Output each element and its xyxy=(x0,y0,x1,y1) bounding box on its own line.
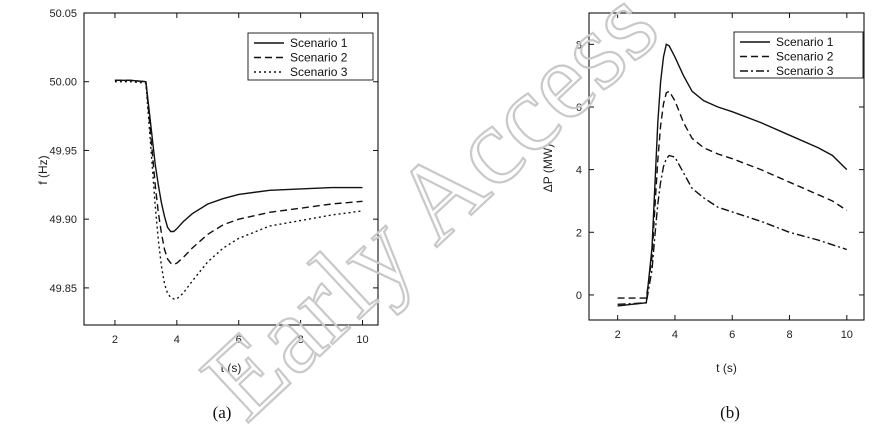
series-line-3 xyxy=(114,81,363,300)
y-tick-label: 50.00 xyxy=(49,77,77,89)
x-tick-label: 4 xyxy=(672,329,678,341)
legend-label-1: Scenario 1 xyxy=(290,36,348,50)
y-tick-label: 0 xyxy=(576,290,582,302)
legend-label-3: Scenario 3 xyxy=(776,64,834,78)
series-line-1 xyxy=(617,43,848,307)
x-tick-label: 4 xyxy=(174,334,180,346)
y-tick-label: 2 xyxy=(576,227,582,239)
y-tick-label: 49.85 xyxy=(49,283,77,295)
legend-label-2: Scenario 2 xyxy=(290,51,348,65)
y-tick-label: 49.95 xyxy=(49,145,77,157)
x-tick-label: 2 xyxy=(112,334,118,346)
plot-frame xyxy=(83,12,379,326)
series-line-1 xyxy=(114,79,363,233)
legend-box xyxy=(733,31,864,79)
x-tick-label: 6 xyxy=(236,334,242,346)
y-tick-label: 49.90 xyxy=(49,214,77,226)
x-axis-label: t (s) xyxy=(221,361,242,375)
x-tick-label: 8 xyxy=(298,334,304,346)
y-tick-label: 6 xyxy=(576,102,582,114)
y-axis-label: f (Hz) xyxy=(36,155,50,184)
x-tick-label: 10 xyxy=(841,329,853,341)
x-tick-label: 10 xyxy=(356,334,368,346)
y-tick-label: 50.05 xyxy=(49,8,77,20)
caption-a: (a) xyxy=(213,403,232,422)
series-line-3 xyxy=(617,154,848,305)
chart-a: 2 4 6 8 10 49.85 49.90 49.95 50.00 50.05 t (s) f (H… xyxy=(36,8,379,375)
series-line-2 xyxy=(114,79,363,266)
y-tick-label: 8 xyxy=(576,39,582,51)
x-tick-label: 8 xyxy=(786,329,792,341)
series-line-2 xyxy=(617,90,848,299)
caption-b: (b) xyxy=(720,403,740,422)
y-axis-label: ΔP (MW) xyxy=(541,144,555,192)
legend-box xyxy=(247,32,374,81)
y-tick-label: 4 xyxy=(576,165,582,177)
x-tick-label: 2 xyxy=(615,329,621,341)
legend-label-2: Scenario 2 xyxy=(776,50,834,64)
legend-label-1: Scenario 1 xyxy=(776,35,834,49)
x-tick-label: 6 xyxy=(729,329,735,341)
x-axis-label: t (s) xyxy=(716,361,737,375)
legend-label-3: Scenario 3 xyxy=(290,65,348,79)
plot-frame xyxy=(588,12,865,321)
